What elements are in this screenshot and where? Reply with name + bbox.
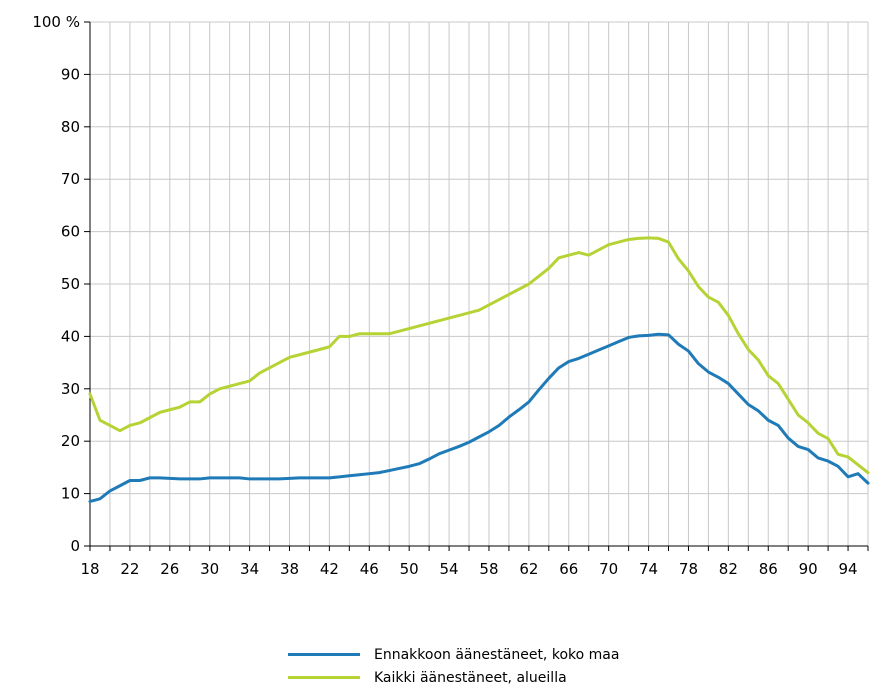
legend-swatch-1 [288,676,360,679]
y-tick-label: 80 [61,118,80,136]
grid [90,21,869,546]
x-tick-label: 42 [320,560,339,578]
x-axis-tick-labels: 18 22 26 30 34 38 42 46 50 54 58 62 66 70 74 78 82 86 90 94 [80,560,857,578]
legend-item-0: Ennakkoon äänestäneet, koko maa [288,643,619,666]
legend-item-1: Kaikki äänestäneet, alueilla [288,666,619,689]
x-tick-label: 86 [759,560,778,578]
y-tick-label: 0 [70,537,80,555]
x-tick-label: 26 [160,560,179,578]
y-tick-label: 20 [61,432,80,450]
y-tick-label: 70 [61,170,80,188]
axes [84,21,869,551]
x-tick-label: 66 [559,560,578,578]
x-tick-label: 90 [799,560,818,578]
y-tick-label: 50 [61,275,80,293]
series-lines [88,236,870,503]
legend-label-1: Kaikki äänestäneet, alueilla [374,669,567,686]
y-tick-label: 100 % [32,13,80,31]
x-tick-label: 82 [719,560,738,578]
x-tick-label: 94 [839,560,858,578]
x-tick-label: 38 [280,560,299,578]
x-tick-label: 70 [599,560,618,578]
y-tick-label: 40 [61,327,80,345]
line-chart: 0 10 20 30 40 50 60 70 80 90 100 % 18 22 26 30 34 38 42 4… [32,13,870,578]
x-tick-label: 30 [200,560,219,578]
y-tick-label: 60 [61,223,80,241]
y-tick-label: 30 [61,380,80,398]
legend-swatch-0 [288,653,360,656]
y-tick-label: 10 [61,485,80,503]
x-tick-label: 58 [479,560,498,578]
x-tick-label: 50 [400,560,419,578]
y-axis-tick-labels: 0 10 20 30 40 50 60 70 80 90 100 % [32,13,80,555]
x-tick-label: 54 [440,560,459,578]
x-tick-label: 18 [80,560,99,578]
x-tick-label: 78 [679,560,698,578]
x-tick-label: 62 [519,560,538,578]
x-tick-label: 74 [639,560,658,578]
y-tick-label: 90 [61,65,80,83]
series-line-0 [88,332,870,503]
legend-label-0: Ennakkoon äänestäneet, koko maa [374,646,620,663]
x-tick-label: 34 [240,560,259,578]
x-tick-label: 22 [120,560,139,578]
x-tick-label: 46 [360,560,379,578]
series-line-1 [88,236,870,475]
legend: Ennakkoon äänestäneet, koko maa Kaikki ä… [288,643,619,689]
